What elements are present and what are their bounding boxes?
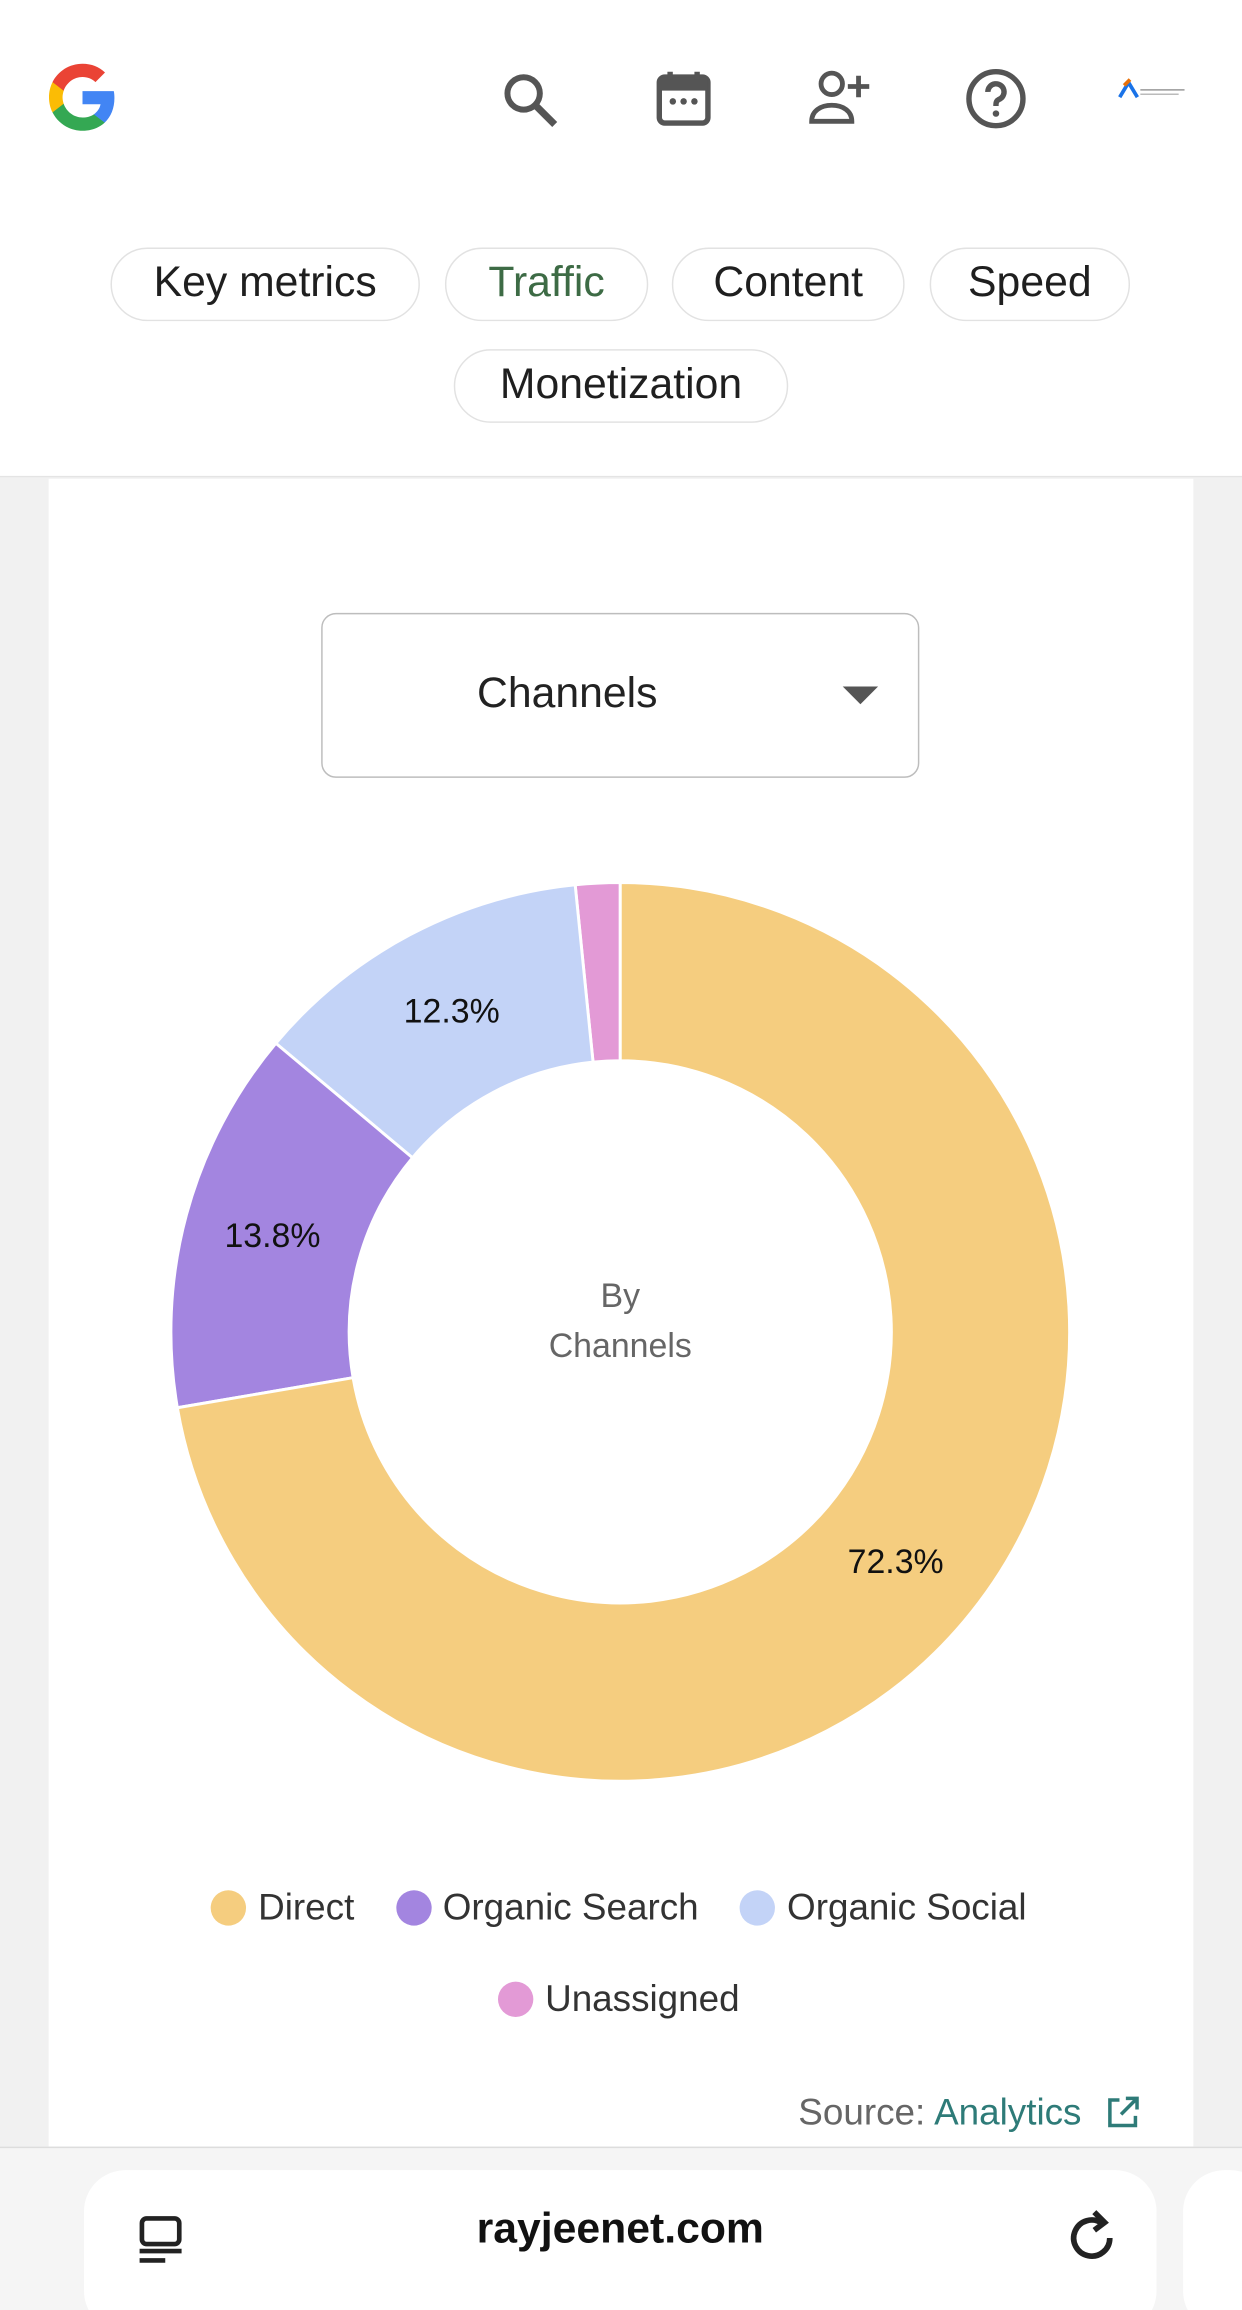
center-label: By (600, 1277, 640, 1315)
dropdown-value: Channels (476, 670, 658, 718)
next-tab-pill[interactable] (1183, 2170, 1242, 2310)
reload-icon[interactable] (1061, 2204, 1123, 2272)
donut-segment (169, 1041, 415, 1410)
data-label: 72.3% (848, 1543, 944, 1581)
legend-item[interactable]: Organic Search (395, 1878, 699, 1937)
address-pill[interactable] (83, 2170, 1157, 2310)
search-icon[interactable] (498, 68, 563, 133)
legend-swatch (739, 1890, 776, 1926)
tab[interactable]: Key metrics (110, 247, 420, 322)
dropdown-arrow (842, 686, 879, 705)
legend-item[interactable]: Organic Social (739, 1878, 1027, 1937)
legend-label: Organic Search (442, 1886, 699, 1928)
source-link[interactable]: Analytics (934, 2092, 1082, 2134)
legend-item[interactable]: Direct (210, 1878, 355, 1937)
source-label: Source: (798, 2092, 926, 2134)
legend-swatch (210, 1890, 247, 1926)
legend-swatch (497, 1981, 534, 2017)
legend-label: Unassigned (545, 1977, 740, 2020)
calendar-icon[interactable] (651, 65, 716, 133)
source: Source: Analytics (798, 2092, 1142, 2135)
tab[interactable]: Monetization (453, 349, 789, 423)
external-link-icon[interactable] (1104, 2094, 1142, 2132)
help-icon[interactable] (964, 66, 1029, 131)
header: Key metrics Traffic Content Speed Moneti… (0, 0, 1242, 478)
add-user-icon[interactable] (807, 68, 872, 127)
data-label: 13.8% (224, 1217, 320, 1255)
google-logo (48, 63, 115, 131)
address-text: rayjeenet.com (476, 2205, 764, 2253)
legend-label: Organic Social (787, 1886, 1027, 1928)
dropdown[interactable]: Channels (321, 612, 920, 778)
donut-segment (273, 883, 595, 1160)
tab[interactable]: Speed (929, 247, 1131, 322)
donut-chart: By Channels 72.3% 13.8% 12.3% (169, 881, 1072, 1783)
data-label: 12.3% (404, 992, 500, 1030)
legend-label: Direct (258, 1886, 355, 1928)
legend-item[interactable]: Unassigned (497, 1970, 740, 2029)
donut-segment (175, 881, 1072, 1783)
tabs-icon[interactable] (133, 2210, 189, 2269)
tab[interactable]: Traffic (444, 247, 649, 322)
site-logo[interactable] (1117, 77, 1188, 104)
tab[interactable]: Content (671, 247, 905, 322)
center-label: Channels (549, 1327, 692, 1365)
legend-swatch (395, 1890, 431, 1926)
legend: Direct Organic Search Organic Social Unassi… (162, 1878, 1075, 2028)
